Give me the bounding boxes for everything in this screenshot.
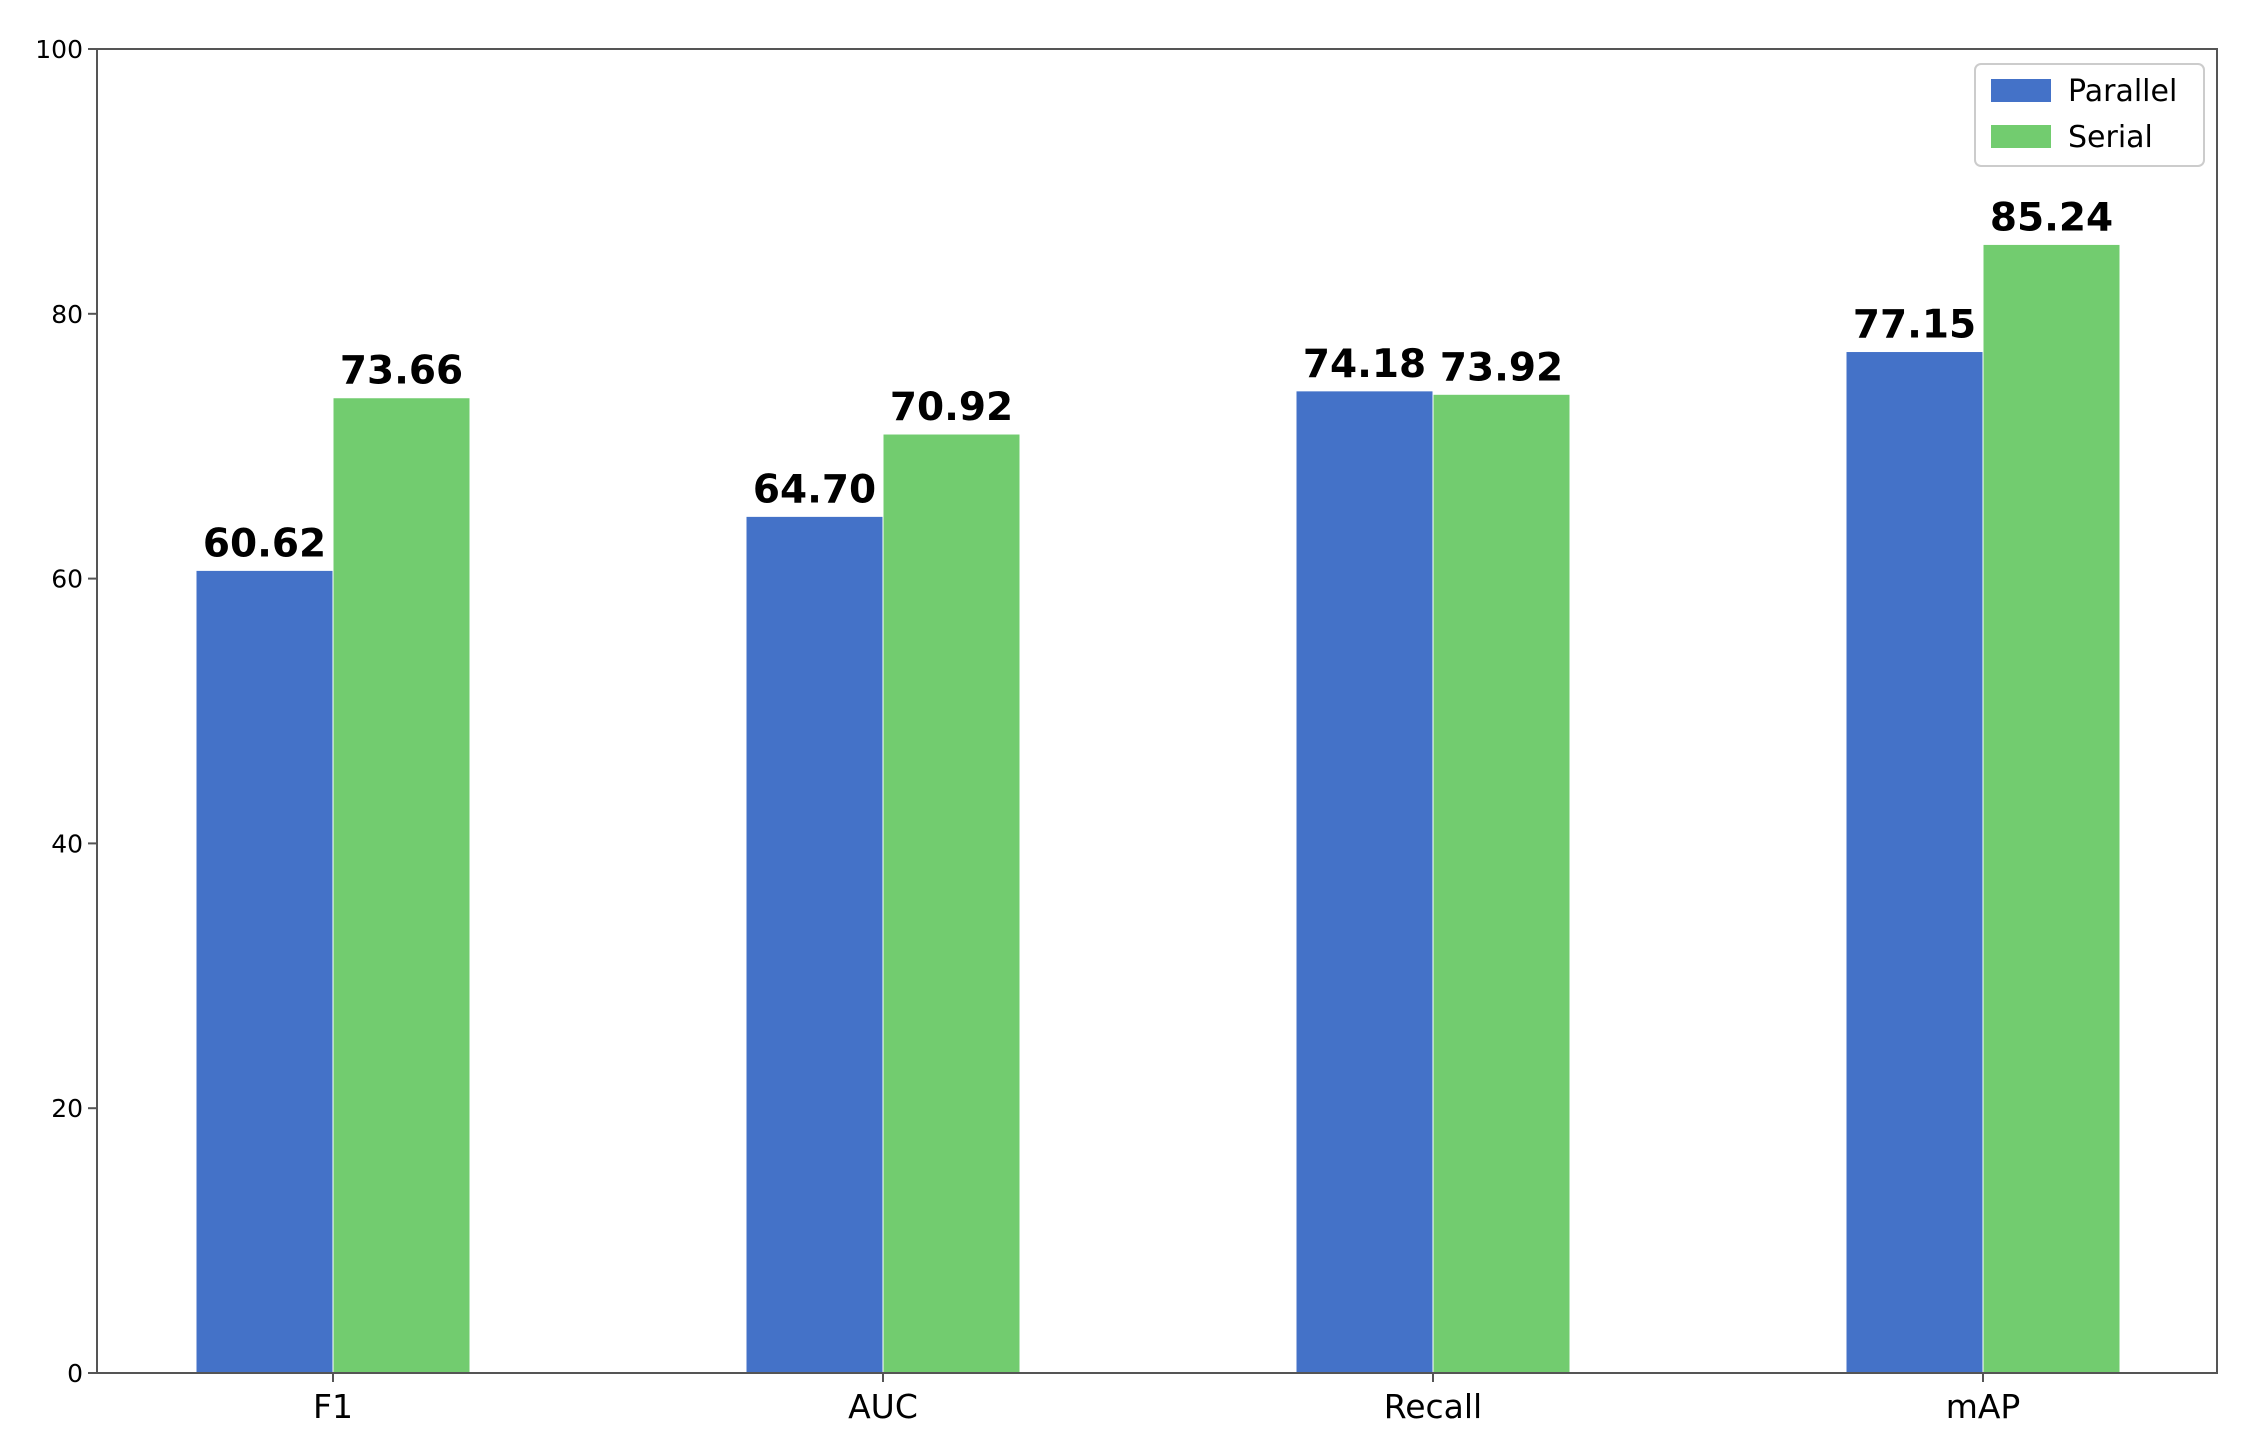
bar-serial-map xyxy=(1982,243,2121,1374)
x-tick-label-auc: AUC xyxy=(848,1387,918,1426)
y-tick-label: 60 xyxy=(51,565,83,594)
y-axis: 0 20 40 60 80 100 xyxy=(35,35,97,1388)
value-label-parallel-f1: 60.62 xyxy=(203,521,326,566)
value-labels-layer: 60.62 73.66 64.70 70.92 74.18 73.92 77.15 85.24 xyxy=(203,195,2113,566)
bar-parallel-auc xyxy=(745,515,884,1374)
legend-label-serial: Serial xyxy=(2068,120,2153,155)
y-tick-label: 20 xyxy=(51,1094,83,1123)
plot-frame xyxy=(96,48,2218,1374)
x-tick-label-map: mAP xyxy=(1946,1387,2021,1426)
value-label-serial-auc: 70.92 xyxy=(890,385,1013,430)
value-label-parallel-auc: 64.70 xyxy=(753,467,876,512)
y-tick-label: 0 xyxy=(67,1359,83,1388)
x-tick-label-recall: Recall xyxy=(1384,1387,1482,1426)
value-label-parallel-recall: 74.18 xyxy=(1303,342,1426,387)
bar-parallel-recall xyxy=(1295,390,1434,1374)
y-tick-label: 80 xyxy=(51,300,83,329)
bar-parallel-map xyxy=(1845,351,1984,1374)
bar-serial-recall xyxy=(1432,393,1571,1374)
bars-layer xyxy=(195,243,2121,1374)
y-tick-label: 40 xyxy=(51,829,83,858)
value-label-parallel-map: 77.15 xyxy=(1853,303,1976,348)
x-tick-label-f1: F1 xyxy=(313,1387,353,1426)
bar-serial-f1 xyxy=(332,397,471,1374)
x-axis: F1 AUC Recall mAP xyxy=(313,1373,2020,1426)
value-label-serial-recall: 73.92 xyxy=(1440,345,1563,390)
value-label-serial-f1: 73.66 xyxy=(340,349,463,394)
bar-parallel-f1 xyxy=(195,569,334,1374)
y-tick-label: 100 xyxy=(35,35,83,64)
legend-label-parallel: Parallel xyxy=(2068,74,2177,109)
value-label-serial-map: 85.24 xyxy=(1990,195,2113,240)
bar-serial-auc xyxy=(882,433,1021,1374)
legend: Parallel Serial xyxy=(1974,63,2205,167)
legend-swatch-serial xyxy=(1991,125,2051,148)
legend-swatch-parallel xyxy=(1991,79,2051,102)
